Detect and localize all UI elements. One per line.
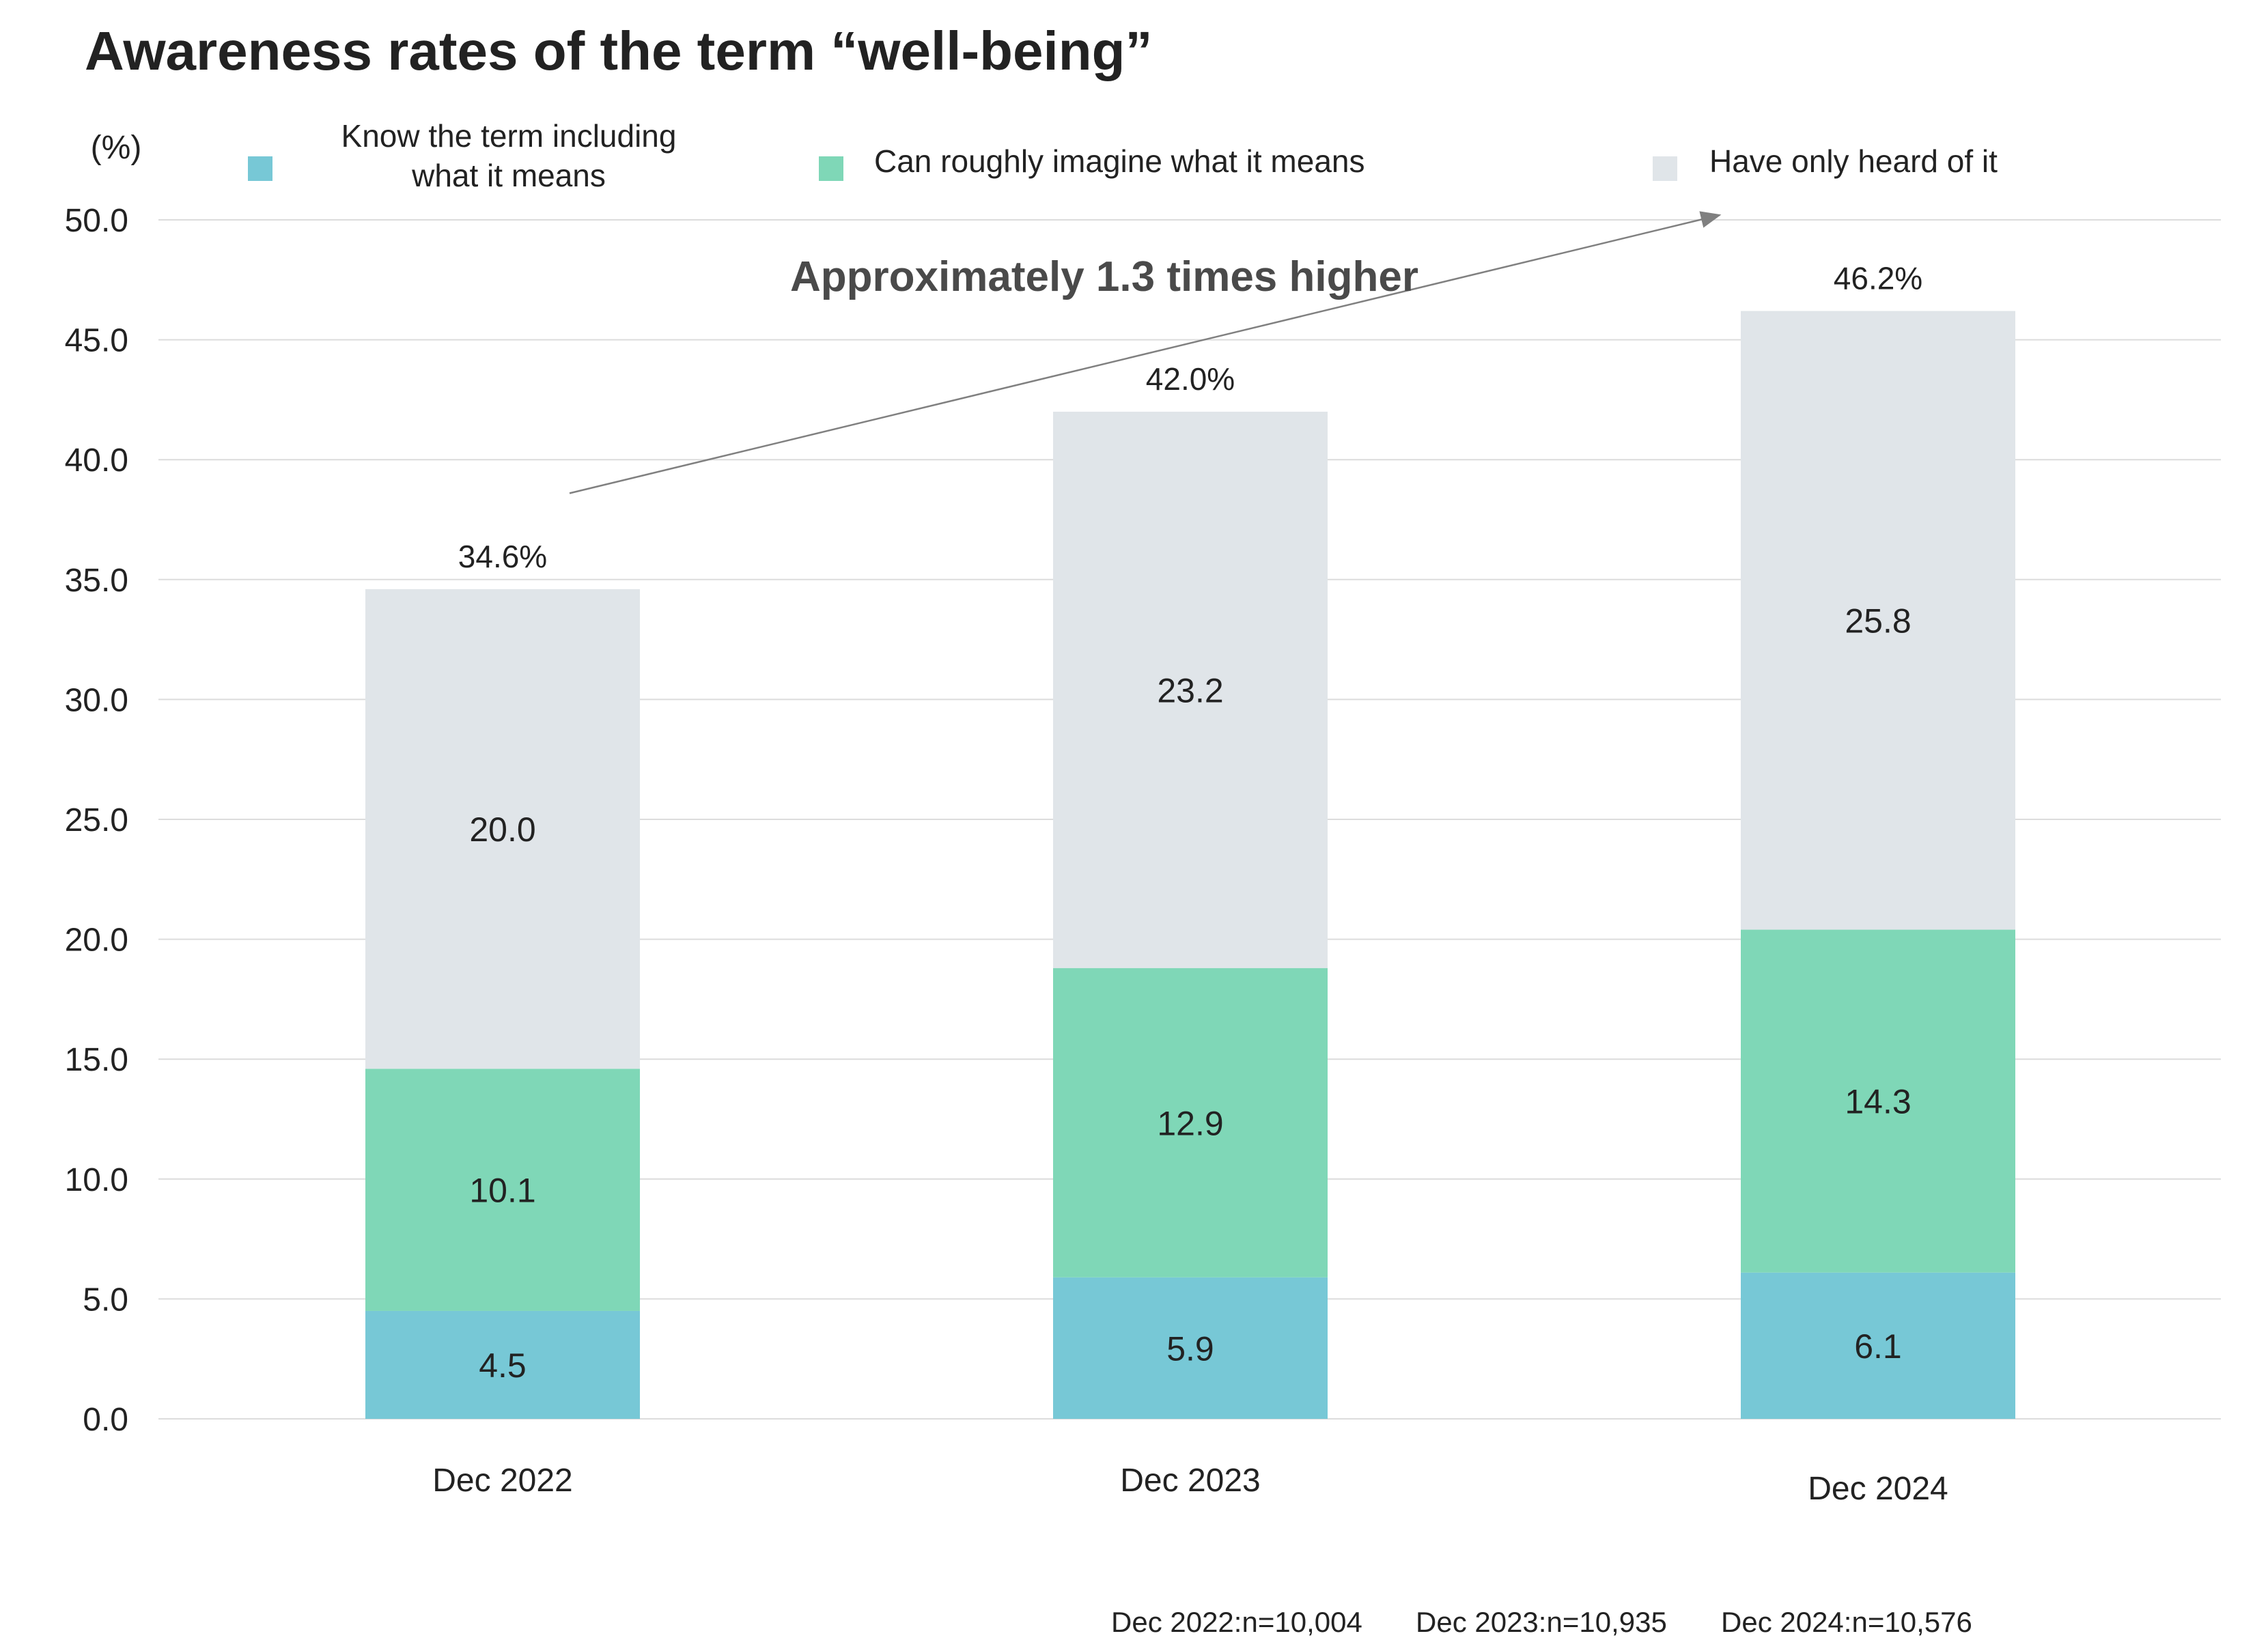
y-axis-unit-label: (%) [91,130,142,166]
y-axis-ticks: 0.0 5.0 10.0 15.0 20.0 25.0 30.0 35.0 40.0 45.0 50… [65,203,128,1438]
annotation-text: Approximately 1.3 times higher [790,253,1418,300]
y-tick-label-0: 0.0 [83,1402,128,1438]
bar-segment-2-1 [1741,929,2015,1273]
bars: 4.5 10.1 20.0 34.6% 5.9 12.9 23.2 42.0% 6.1 14.3 2… [365,260,2015,1419]
y-tick-label-7: 35.0 [65,563,128,599]
bar-segment-1-0 [1053,1277,1328,1419]
bar-segment-1-2 [1053,411,1328,968]
x-tick-label-0: Dec 2022 [432,1463,572,1499]
legend-swatch-2 [1653,156,1677,181]
legend-label-0-0: Know the term including [341,118,677,154]
bar-value-label-1-2: 23.2 [1157,671,1223,709]
bar-segment-2-0 [1741,1272,2015,1419]
bar-value-label-0-1: 10.1 [469,1172,535,1210]
bar-group-1: 5.9 12.9 23.2 42.0% [1053,361,1328,1419]
legend-item-0: Know the term including what it means [248,118,676,193]
bar-group-2: 6.1 14.3 25.8 46.2% [1741,260,2015,1419]
bar-value-label-2-1: 14.3 [1845,1083,1911,1121]
trend-arrow [569,211,1722,494]
bar-total-label-2: 46.2% [1834,260,1922,296]
chart-title: Awareness rates of the term “well-being” [85,20,1152,81]
bar-segment-0-1 [365,1069,640,1311]
footnote-item-1: Dec 2023:n=10,935 [1416,1606,1667,1638]
footnote-item-2: Dec 2024:n=10,576 [1721,1606,1972,1638]
y-tick-label-8: 40.0 [65,442,128,479]
bar-value-label-2-0: 6.1 [1854,1327,1902,1366]
y-tick-label-1: 5.0 [83,1282,128,1318]
y-tick-label-10: 50.0 [65,203,128,239]
legend-label-2-0: Have only heard of it [1709,143,1998,179]
legend-swatch-1 [819,156,843,181]
bar-value-label-0-0: 4.5 [479,1346,527,1385]
bar-value-label-2-2: 25.8 [1845,602,1911,640]
annotation: Approximately 1.3 times higher [569,211,1722,494]
bar-value-label-1-1: 12.9 [1157,1104,1223,1142]
y-tick-label-9: 45.0 [65,323,128,359]
bar-segment-2-2 [1741,311,2015,930]
legend-item-2: Have only heard of it [1653,143,1998,181]
bar-total-label-0: 34.6% [458,539,547,574]
y-tick-label-2: 10.0 [65,1162,128,1198]
x-axis-labels: Dec 2022 Dec 2023 Dec 2024 [432,1463,1948,1507]
bar-group-0: 4.5 10.1 20.0 34.6% [365,539,640,1419]
bar-value-label-0-2: 20.0 [469,810,535,849]
legend-item-1: Can roughly imagine what it means [819,143,1364,181]
bar-segment-0-0 [365,1310,640,1419]
legend-label-0-1: what it means [411,158,606,193]
x-tick-label-2: Dec 2024 [1808,1471,1948,1507]
y-tick-label-5: 25.0 [65,802,128,838]
y-tick-label-6: 30.0 [65,682,128,718]
y-tick-label-3: 15.0 [65,1042,128,1078]
bar-value-label-1-0: 5.9 [1166,1329,1214,1368]
footnote-item-0: Dec 2022:n=10,004 [1111,1606,1362,1638]
legend: Know the term including what it means Can … [248,118,1998,193]
bar-segment-0-2 [365,589,640,1069]
y-tick-label-4: 20.0 [65,922,128,959]
bar-total-label-1: 42.0% [1146,361,1235,397]
sample-size-footnote: Dec 2022:n=10,004 Dec 2023:n=10,935 Dec 20… [1111,1606,1972,1638]
legend-label-1-0: Can roughly imagine what it means [874,143,1364,179]
x-tick-label-1: Dec 2023 [1120,1463,1260,1499]
bar-segment-1-1 [1053,968,1328,1278]
legend-swatch-0 [248,156,272,181]
